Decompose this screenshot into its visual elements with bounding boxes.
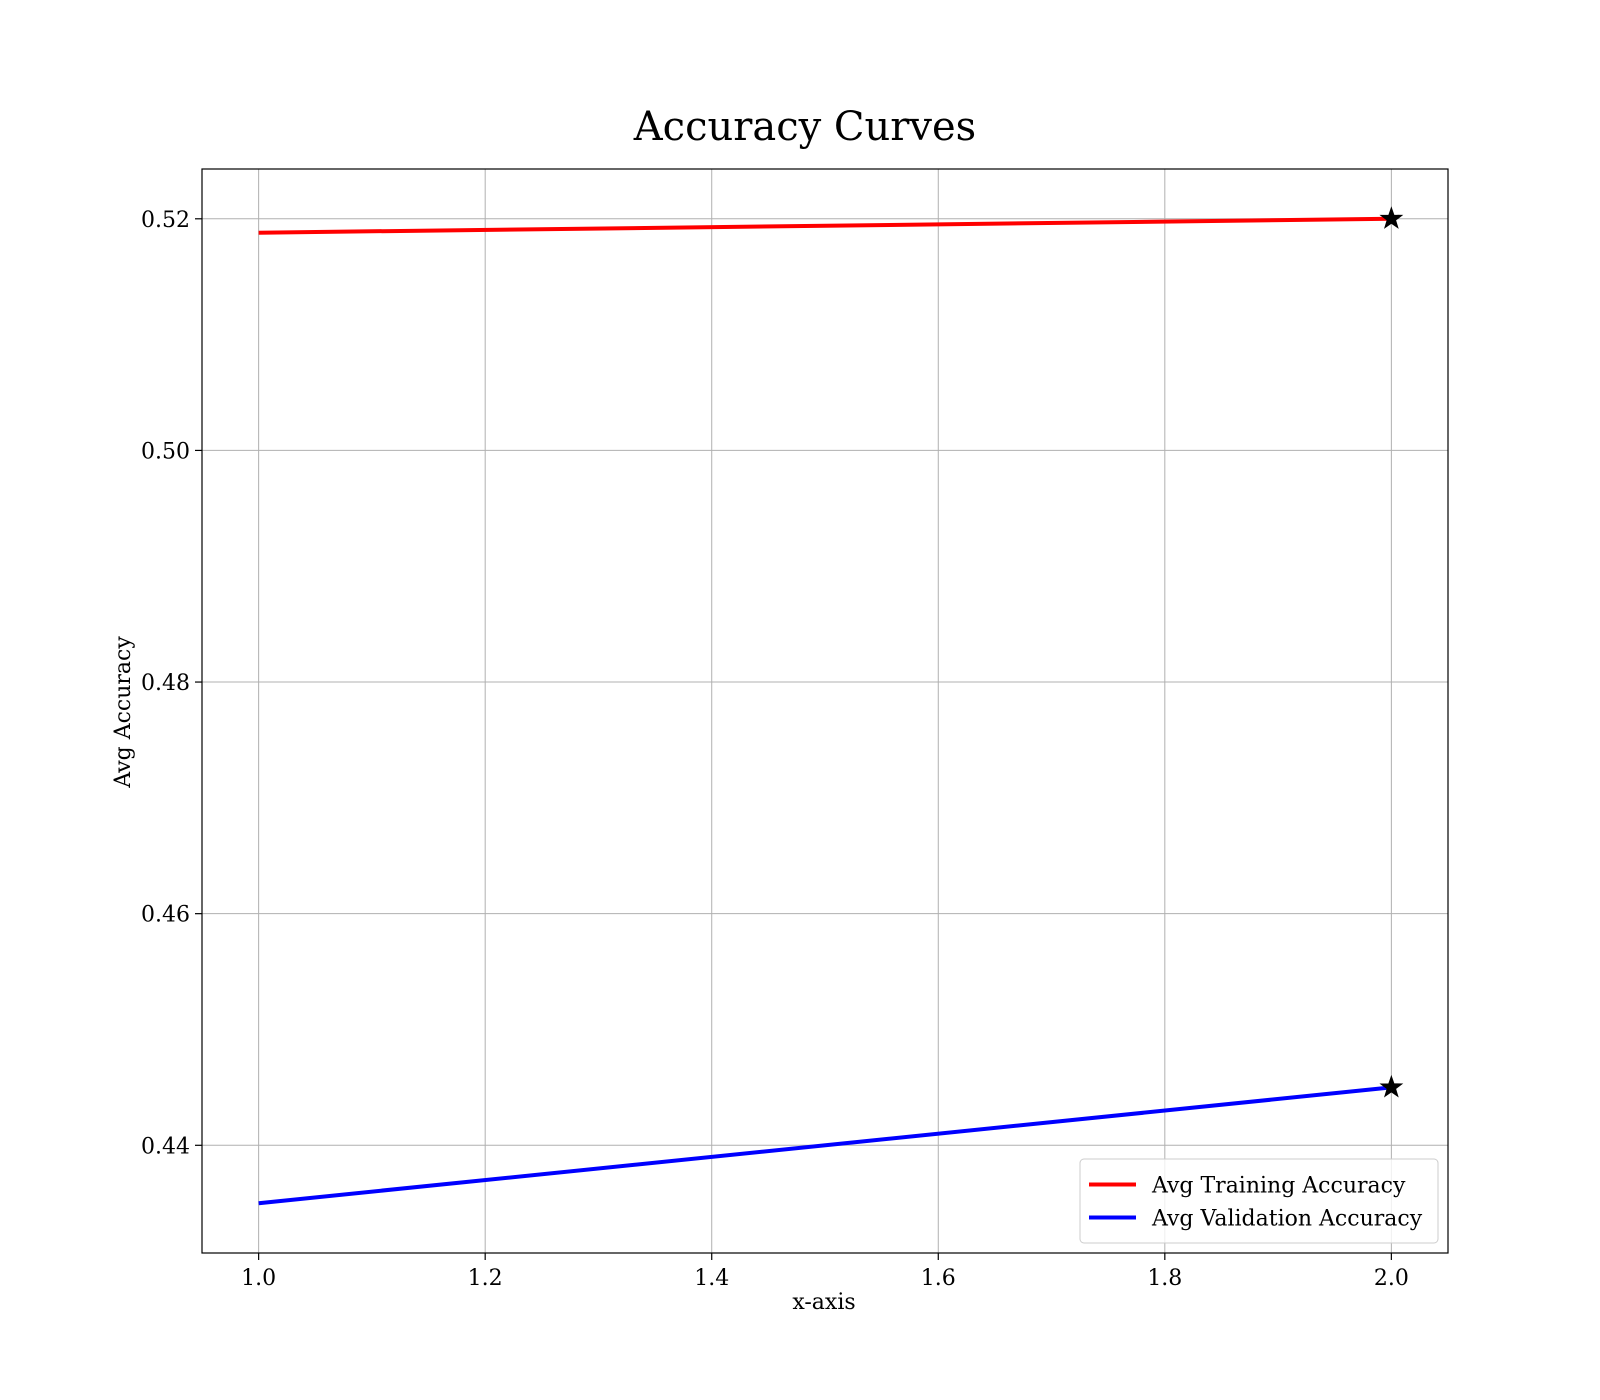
x-axis-label: x-axis	[792, 1290, 855, 1315]
x-tick-label: 1.4	[694, 1266, 729, 1291]
y-tick-label: 0.48	[141, 671, 190, 696]
x-tick-label: 1.6	[921, 1266, 956, 1291]
chart-title: Accuracy Curves	[633, 104, 976, 150]
x-tick-label: 2.0	[1374, 1266, 1409, 1291]
plot-frame	[201, 168, 1449, 1254]
legend: Avg Training Accuracy Avg Validation Accu…	[1079, 1158, 1439, 1244]
series-line-0	[258, 216, 1392, 235]
x-ticks: 1.0 1.2 1.4 1.6 1.8 2.0	[241, 1253, 1409, 1291]
series-layer	[258, 206, 1404, 1206]
legend-label: Avg Validation Accuracy	[1151, 1207, 1423, 1232]
y-tick-label: 0.50	[141, 439, 190, 464]
star-marker	[1379, 1074, 1404, 1098]
legend-label: Avg Training Accuracy	[1151, 1174, 1406, 1199]
x-tick-label: 1.8	[1147, 1266, 1182, 1291]
x-tick-label: 1.0	[241, 1266, 276, 1291]
legend-box	[1079, 1158, 1439, 1244]
x-tick-label: 1.2	[468, 1266, 503, 1291]
y-axis-label: Avg Accuracy	[111, 636, 136, 789]
star-marker	[1379, 206, 1404, 229]
y-ticks: 0.44 0.46 0.48 0.50 0.52	[141, 208, 202, 1159]
y-tick-label: 0.46	[141, 903, 190, 928]
y-tick-label: 0.52	[141, 208, 190, 233]
series-line-1	[258, 1085, 1392, 1206]
grid	[202, 169, 1448, 1253]
y-tick-label: 0.44	[141, 1134, 190, 1159]
